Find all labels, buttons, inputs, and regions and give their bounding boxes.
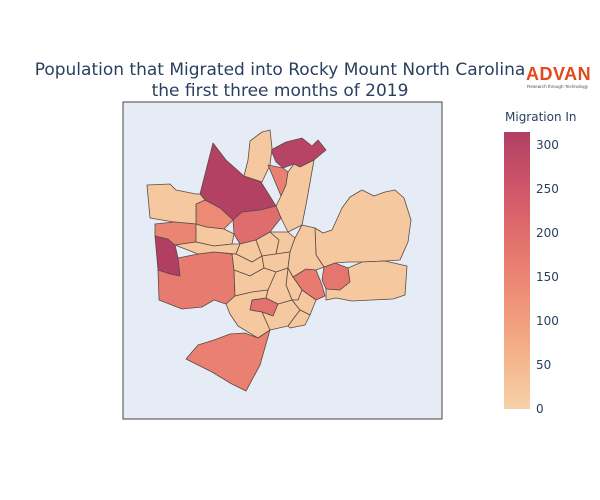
region-center-j[interactable]	[287, 309, 311, 329]
colorbar-tick-label: 0	[536, 402, 544, 416]
chart-title: Population that Migrated into Rocky Moun…	[0, 60, 560, 102]
colorbar-tick-label: 300	[536, 138, 559, 153]
colorbar-title: Migration In	[505, 110, 577, 124]
colorbar-tick-label: 100	[536, 314, 559, 329]
logo-wordmark: ADVAN	[526, 64, 592, 84]
region-north-east-strip[interactable]	[275, 159, 315, 233]
map-regions	[146, 129, 412, 392]
region-east-south[interactable]	[325, 260, 408, 302]
colorbar-tick-label: 250	[536, 182, 559, 197]
region-center-k[interactable]	[265, 267, 293, 305]
colorbar	[504, 132, 530, 409]
chart-title-line1: Population that Migrated into Rocky Moun…	[34, 60, 526, 80]
advan-logo: ADVAN Research through Technology	[526, 64, 596, 94]
region-east-large[interactable]	[314, 189, 412, 268]
region-west-large[interactable]	[146, 183, 206, 225]
region-center-south-b[interactable]	[225, 289, 271, 339]
region-east-center[interactable]	[287, 224, 325, 278]
logo-tagline: Research through Technology	[527, 84, 588, 89]
colorbar-tick-label: 150	[536, 270, 559, 285]
colorbar-tick-label: 200	[536, 226, 559, 241]
colorbar-tick-label: 50	[536, 358, 552, 373]
region-north-block-b[interactable]	[232, 205, 282, 245]
chart-title-line2: the first three months of 2019	[151, 81, 409, 101]
region-south-large[interactable]	[185, 329, 271, 392]
